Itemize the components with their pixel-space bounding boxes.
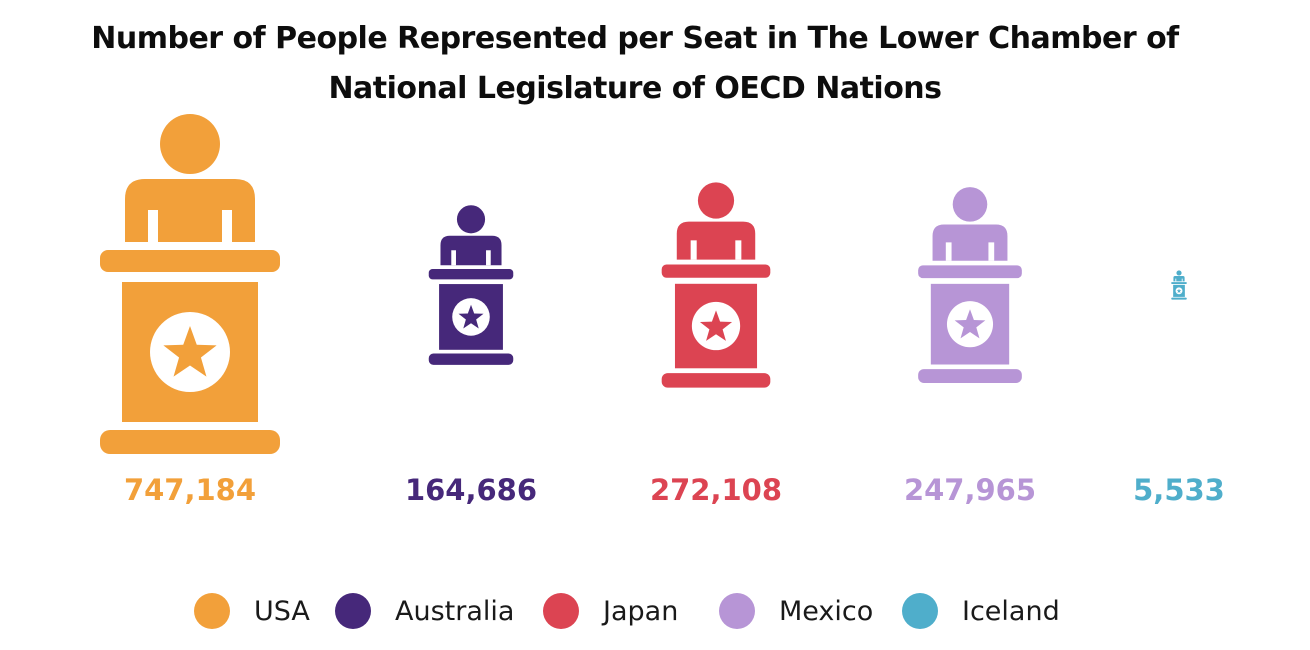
podium-marks (100, 114, 1187, 454)
legend-swatch (194, 593, 230, 629)
value-label-australia: 164,686 (405, 473, 537, 507)
legend-label: USA (254, 596, 310, 627)
legend-label: Japan (601, 596, 678, 627)
legend-item-australia: Australia (335, 593, 514, 629)
value-label-iceland: 5,533 (1133, 473, 1225, 507)
legend-label: Australia (395, 596, 514, 627)
podium-icon-australia (428, 205, 514, 365)
legend-item-japan: Japan (543, 593, 678, 629)
podium-icon-iceland (1171, 270, 1187, 300)
legend-item-iceland: Iceland (902, 593, 1060, 629)
value-labels: 747,184 164,686 272,108 247,965 5,533 (124, 473, 1225, 507)
podium-icon-mexico (918, 187, 1022, 383)
legend-swatch (335, 593, 371, 629)
value-label-usa: 747,184 (124, 473, 256, 507)
legend-label: Iceland (962, 596, 1060, 627)
legend-item-usa: USA (194, 593, 310, 629)
legend-item-mexico: Mexico (719, 593, 873, 629)
legend-label: Mexico (779, 596, 873, 627)
legend-swatch (543, 593, 579, 629)
legend-swatch (719, 593, 755, 629)
value-label-mexico: 247,965 (904, 473, 1036, 507)
legend: USA Australia Japan Mexico Iceland (194, 593, 1060, 629)
legend-swatch (902, 593, 938, 629)
value-label-japan: 272,108 (650, 473, 782, 507)
podium-icon-japan (661, 182, 771, 388)
podium-icon-usa (100, 114, 280, 454)
chart-title: Number of People Represented per Seat in… (91, 21, 1179, 106)
